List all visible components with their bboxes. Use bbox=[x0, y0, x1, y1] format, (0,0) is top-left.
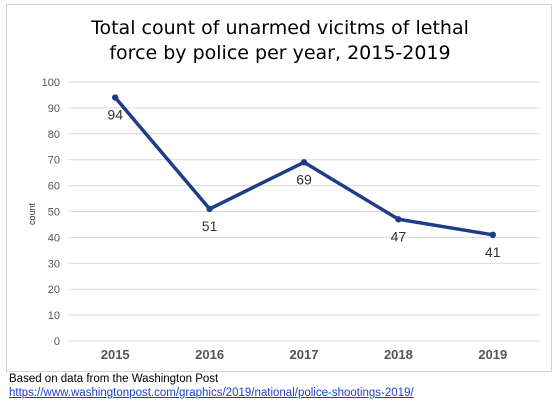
y-axis-label: count bbox=[27, 202, 37, 225]
x-tick-label: 2015 bbox=[101, 347, 130, 362]
y-tick-label: 30 bbox=[48, 258, 60, 270]
y-tick-label: 50 bbox=[48, 207, 60, 219]
y-axis-ticks: 0 10 20 30 40 50 60 70 80 90 100 bbox=[42, 77, 60, 348]
y-tick-label: 100 bbox=[42, 77, 60, 89]
series-line bbox=[113, 95, 495, 237]
data-point bbox=[395, 216, 402, 223]
x-tick-label: 2017 bbox=[290, 347, 319, 362]
x-axis-ticks: 2015 2016 2017 2018 2019 bbox=[101, 347, 508, 362]
y-tick-label: 20 bbox=[48, 284, 60, 296]
gridlines bbox=[68, 81, 540, 342]
y-tick-label: 90 bbox=[48, 103, 60, 115]
x-tick-label: 2018 bbox=[384, 347, 413, 362]
data-label: 41 bbox=[485, 244, 501, 260]
data-point bbox=[300, 159, 308, 166]
data-labels: 94 51 69 47 41 bbox=[107, 107, 500, 260]
data-point bbox=[112, 94, 119, 101]
chart-title-line-2: force by police per year, 2015-2019 bbox=[109, 42, 451, 64]
series-layer bbox=[112, 94, 496, 239]
data-label: 51 bbox=[202, 218, 218, 234]
source-link[interactable]: https://www.washingtonpost.com/graphics/… bbox=[9, 387, 414, 399]
chart-frame bbox=[6, 4, 552, 372]
chart-title-line-1: Total count of unarmed vicitms of lethal bbox=[91, 17, 469, 39]
y-tick-label: 60 bbox=[48, 181, 60, 193]
x-tick-label: 2016 bbox=[195, 347, 224, 362]
chart-title: Total count of unarmed vicitms of lethal… bbox=[0, 16, 560, 66]
y-tick-label: 70 bbox=[48, 155, 60, 167]
x-tick-label: 2019 bbox=[478, 347, 507, 362]
data-label: 69 bbox=[296, 171, 312, 187]
data-point bbox=[489, 231, 496, 239]
source-note: Based on data from the Washington Post bbox=[9, 373, 219, 385]
data-label: 47 bbox=[391, 228, 407, 244]
y-tick-label: 80 bbox=[48, 129, 60, 141]
y-tick-label: 10 bbox=[48, 310, 60, 322]
y-tick-label: 40 bbox=[48, 232, 60, 244]
y-tick-label: 0 bbox=[54, 336, 60, 348]
data-label: 94 bbox=[107, 107, 123, 123]
data-point bbox=[206, 205, 213, 213]
